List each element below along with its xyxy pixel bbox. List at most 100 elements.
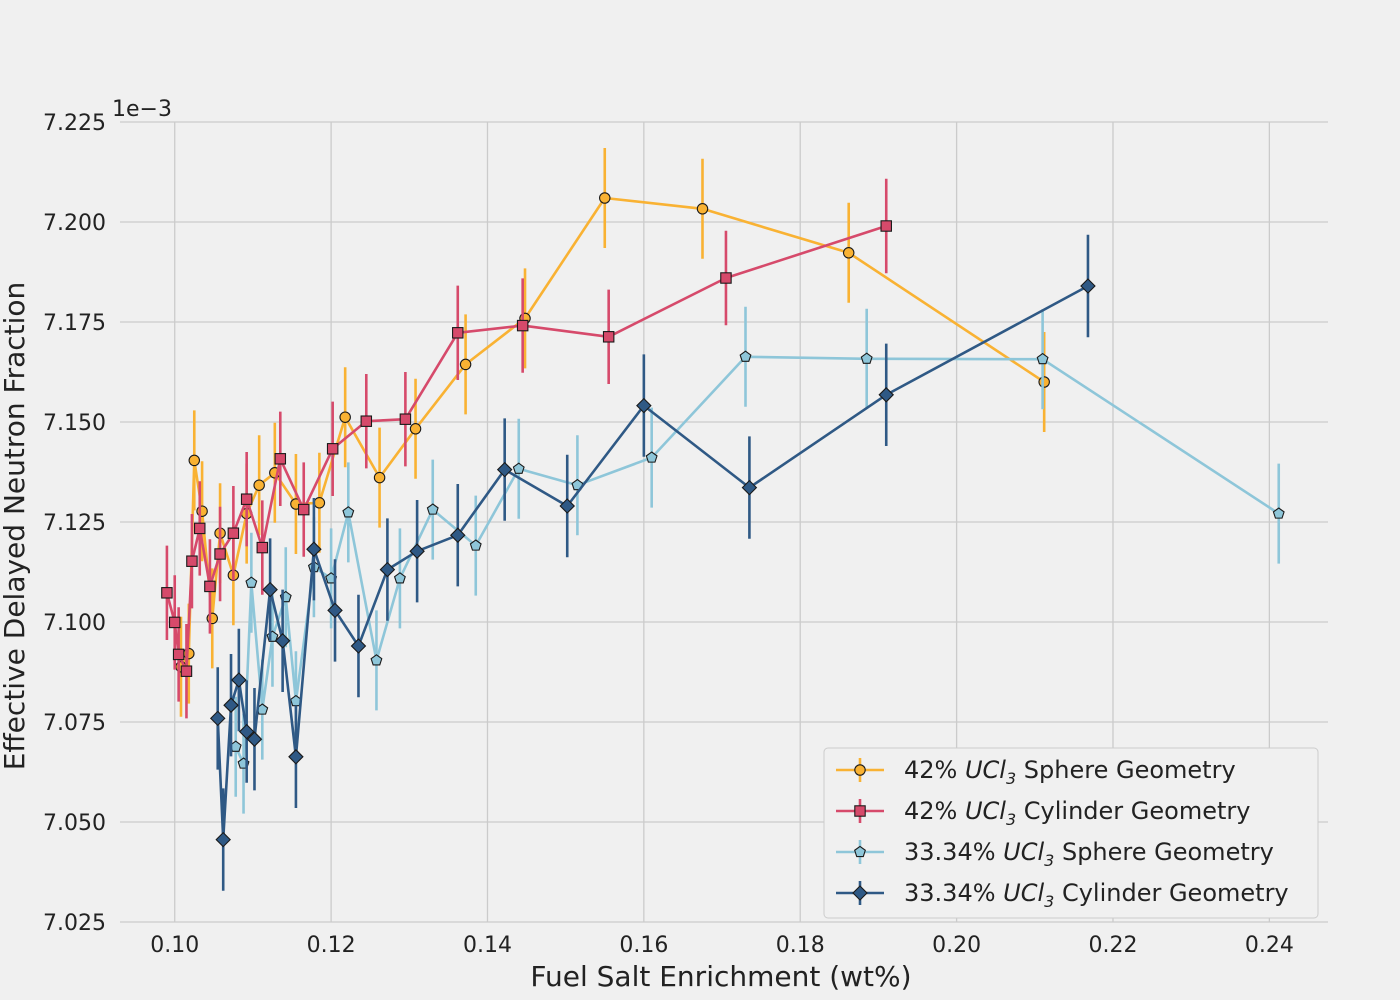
data-point <box>1272 507 1285 519</box>
data-point <box>194 522 206 535</box>
legend-label-subscript: 3 <box>1044 892 1054 911</box>
data-point <box>880 220 892 232</box>
legend-label-prefix: 33.34% <box>904 838 1003 866</box>
legend-label-formula: UCl <box>965 756 1006 784</box>
legend-entry: 33.34% UCl3 Sphere Geometry <box>836 838 1274 870</box>
data-point <box>240 493 253 505</box>
legend-marker <box>852 885 868 901</box>
data-point <box>1036 352 1049 365</box>
data-point <box>215 831 231 848</box>
data-point <box>370 654 383 666</box>
data-point <box>306 541 322 557</box>
legend-box <box>823 747 1319 919</box>
y-axis-ticks: 7.025 7.050 7.075 7.100 7.125 7.150 7.175 7.200… <box>43 111 106 936</box>
y-tick-label: 7.225 <box>43 111 106 136</box>
data-point <box>739 350 752 362</box>
legend-label-suffix: Sphere Geometry <box>1016 756 1235 784</box>
legend-label-suffix: Sphere Geometry <box>1054 838 1273 866</box>
y-tick-label: 7.025 <box>43 911 106 936</box>
data-point <box>373 471 386 484</box>
data-point <box>327 602 343 619</box>
legend-marker <box>854 845 866 858</box>
data-point <box>1038 376 1050 388</box>
plot-area <box>161 148 1285 891</box>
data-point <box>186 555 198 567</box>
data-point <box>469 539 482 551</box>
data-point <box>516 319 529 332</box>
data-point <box>645 451 658 463</box>
data-point <box>342 506 355 518</box>
legend-label-suffix: Cylinder Geometry <box>1054 879 1288 907</box>
data-point <box>379 561 396 578</box>
x-axis-ticks: 0.10 0.12 0.14 0.16 0.18 0.20 0.22 0.24 <box>150 933 1294 958</box>
x-tick-label: 0.24 <box>1245 933 1294 958</box>
data-point <box>393 572 406 584</box>
data-point <box>878 387 895 403</box>
y-tick-label: 7.200 <box>43 211 106 236</box>
grid <box>120 121 1328 923</box>
data-point <box>842 247 855 259</box>
data-point <box>245 576 258 588</box>
y-tick-label: 7.125 <box>43 511 106 536</box>
y-tick-label: 7.050 <box>43 811 106 836</box>
data-point <box>256 541 269 554</box>
y-tick-label: 7.150 <box>43 411 106 436</box>
legend-marker <box>854 764 866 776</box>
legend-label-prefix: 42% <box>904 756 965 784</box>
data-point <box>227 527 240 539</box>
x-tick-label: 0.10 <box>150 933 199 958</box>
legend-entry: 42% UCl3 Sphere Geometry <box>836 756 1236 788</box>
data-point <box>409 543 425 559</box>
y-tick-label: 7.175 <box>43 311 106 336</box>
legend-label: 33.34% UCl3 Cylinder Geometry <box>904 879 1289 911</box>
x-axis-label: Fuel Salt Enrichment (wt%) <box>530 960 911 993</box>
legend-label-suffix: Cylinder Geometry <box>1016 797 1250 825</box>
legend-label: 42% UCl3 Cylinder Geometry <box>904 797 1250 829</box>
series-3 <box>209 234 1096 891</box>
data-point <box>860 352 873 364</box>
legend-label-formula: UCl <box>965 797 1006 825</box>
data-point <box>262 581 278 598</box>
data-point <box>399 413 412 425</box>
data-point <box>253 479 265 491</box>
data-point <box>288 749 304 765</box>
legend-label-subscript: 3 <box>1044 851 1054 870</box>
data-point <box>214 548 226 560</box>
data-point <box>452 327 464 339</box>
data-point <box>204 580 216 593</box>
data-point <box>246 731 263 747</box>
legend-label-prefix: 42% <box>904 797 965 825</box>
legend-label: 42% UCl3 Sphere Geometry <box>904 756 1236 788</box>
data-point <box>696 203 709 215</box>
x-tick-label: 0.12 <box>307 933 356 958</box>
data-point <box>599 192 611 204</box>
data-point <box>313 497 326 509</box>
x-tick-label: 0.22 <box>1088 933 1137 958</box>
data-point <box>741 479 758 496</box>
y-tick-label: 7.075 <box>43 711 106 736</box>
series-line <box>234 355 1280 765</box>
legend-marker <box>854 805 866 817</box>
data-point <box>350 638 367 654</box>
data-point <box>161 587 173 599</box>
y-offset-label: 1e−3 <box>112 97 172 122</box>
series-2 <box>229 306 1285 814</box>
legend-label-formula: UCl <box>1003 879 1044 907</box>
x-tick-label: 0.20 <box>932 933 981 958</box>
legend-label-subscript: 3 <box>1006 769 1016 788</box>
data-point <box>297 503 310 516</box>
data-point <box>496 461 513 478</box>
data-point <box>360 415 373 427</box>
data-point <box>223 697 239 713</box>
data-point <box>409 423 422 435</box>
data-point <box>238 723 255 740</box>
data-point <box>512 462 525 474</box>
data-point <box>459 358 472 371</box>
legend-entry: 33.34% UCl3 Cylinder Geometry <box>836 879 1289 911</box>
y-axis-label: Effective Delayed Neutron Fraction <box>0 282 31 771</box>
data-point <box>180 665 193 677</box>
data-point <box>326 443 339 455</box>
data-point <box>274 633 291 649</box>
data-point <box>602 331 615 343</box>
